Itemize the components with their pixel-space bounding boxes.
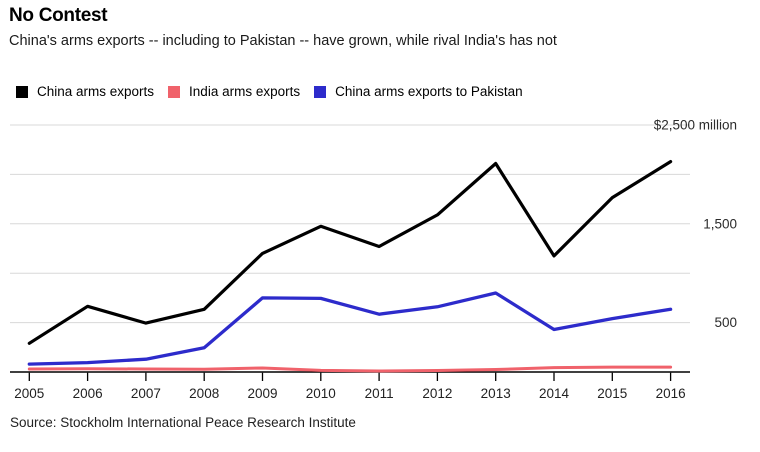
series-line-china-arms-exports-to-pakistan: [27, 291, 673, 366]
x-axis-label: 2007: [131, 386, 161, 401]
legend: China arms exports India arms exports Ch…: [16, 84, 523, 99]
x-axis-label: 2014: [539, 386, 570, 401]
x-axis-label: 2006: [73, 386, 103, 401]
source-note: Source: Stockholm International Peace Re…: [10, 415, 356, 430]
series-line-india-arms-exports: [27, 365, 673, 373]
legend-label-china: China arms exports: [37, 84, 155, 99]
legend-item-china-arms-exports: China arms exports: [16, 84, 154, 99]
x-axis-label: 2016: [656, 386, 686, 401]
x-axis-label: 2005: [14, 386, 44, 401]
chart-subtitle: China's arms exports -- including to Pak…: [9, 33, 557, 49]
x-axis-label: 2008: [189, 386, 219, 401]
x-axis-label: 2010: [306, 386, 336, 401]
y-axis-label: 500: [714, 315, 737, 330]
x-axis-label: 2013: [481, 386, 511, 401]
x-axis-label: 2015: [597, 386, 627, 401]
x-axis-label: 2012: [422, 386, 452, 401]
legend-item-china-to-pakistan: China arms exports to Pakistan: [314, 84, 523, 99]
x-axis-label: 2009: [247, 386, 277, 401]
y-axis-label: 1,500: [703, 216, 737, 231]
legend-item-india-arms-exports: India arms exports: [168, 84, 300, 99]
legend-swatch-china-icon: [16, 85, 28, 98]
y-axis-label: $2,500 million: [654, 118, 737, 133]
chart-title: No Contest: [9, 5, 108, 26]
legend-swatch-india-icon: [168, 85, 181, 98]
legend-label-pakistan: China arms exports to Pakistan: [335, 84, 523, 99]
legend-swatch-pakistan-icon: [314, 85, 327, 98]
x-axis-label: 2011: [365, 386, 394, 401]
series-line-china-arms-exports: [27, 160, 673, 345]
legend-label-india: India arms exports: [189, 84, 301, 99]
